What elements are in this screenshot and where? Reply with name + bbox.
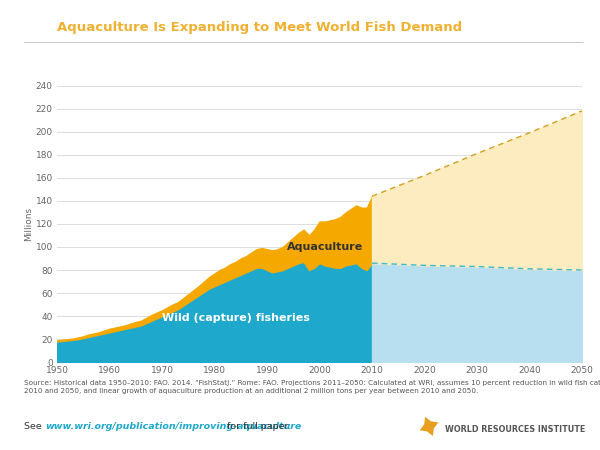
Text: for full paper.: for full paper. <box>224 422 290 431</box>
Text: Aquaculture: Aquaculture <box>287 242 363 252</box>
Text: See: See <box>24 422 48 431</box>
Text: Aquaculture Is Expanding to Meet World Fish Demand: Aquaculture Is Expanding to Meet World F… <box>57 21 462 34</box>
Text: Wild (capture) fisheries: Wild (capture) fisheries <box>161 314 310 324</box>
Text: Source: Historical data 1950–2010: FAO. 2014. “FishStatJ.” Rome: FAO. Projection: Source: Historical data 1950–2010: FAO. … <box>24 380 600 394</box>
Polygon shape <box>419 417 439 436</box>
Text: www.wri.org/publication/improving-aquaculture: www.wri.org/publication/improving-aquacu… <box>46 422 302 431</box>
Text: WORLD RESOURCES INSTITUTE: WORLD RESOURCES INSTITUTE <box>445 425 586 434</box>
Y-axis label: Millions: Millions <box>24 207 33 241</box>
